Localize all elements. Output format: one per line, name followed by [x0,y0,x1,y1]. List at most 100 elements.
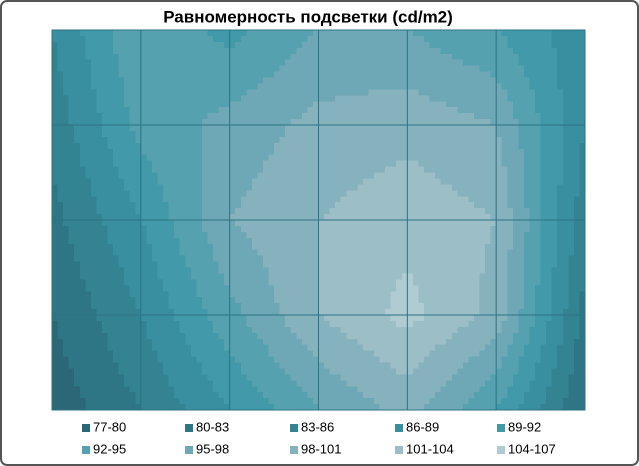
contour-cell [351,291,358,298]
contour-cell [340,119,347,126]
contour-cell [335,95,342,102]
contour-cell [96,83,103,90]
contour-cell [423,261,431,269]
contour-cell [523,107,531,114]
contour-cell [429,95,436,102]
contour-cell [507,47,514,55]
contour-cell [179,95,186,102]
contour-cell [79,374,86,381]
contour-cell [357,53,364,61]
contour-cell [268,202,275,209]
contour-cell [318,178,325,185]
contour-cell [535,285,542,292]
contour-cell [268,136,275,144]
contour-cell [90,178,98,185]
contour-cell [485,303,492,310]
contour-cell [412,249,420,257]
contour-cell [179,89,186,96]
contour-cell [562,273,569,280]
contour-cell [118,35,125,43]
contour-cell [318,237,325,245]
contour-cell [251,154,259,162]
contour-cell [140,291,147,298]
contour-cell [412,130,420,138]
contour-cell [224,350,231,358]
contour-cell [468,237,475,245]
contour-cell [279,237,286,245]
contour-cell [224,214,231,221]
contour-cell [296,214,303,221]
contour-cell [213,125,220,132]
contour-cell [113,303,120,310]
contour-cell [157,243,164,251]
contour-cell [213,136,220,144]
contour-cell [168,142,175,150]
contour-cell [468,249,475,257]
contour-cell [468,261,475,269]
contour-cell [473,184,481,191]
contour-cell [96,404,103,411]
contour-cell [429,83,436,90]
contour-cell [101,208,109,215]
contour-cell [57,184,64,191]
contour-cell [101,101,109,108]
contour-cell [96,184,103,191]
contour-cell [190,160,197,168]
contour-cell [451,172,458,180]
contour-cell [412,208,420,215]
contour-cell [551,166,558,174]
contour-cell [396,71,403,79]
contour-cell [246,267,253,275]
contour-cell [312,41,320,49]
contour-cell [579,178,586,185]
contour-cell [412,303,420,310]
contour-cell [257,47,264,55]
contour-cell [118,309,125,316]
contour-cell [157,107,164,114]
contour-cell [57,261,64,269]
contour-cell [335,125,342,132]
contour-cell [501,101,508,108]
contour-cell [579,71,586,79]
contour-cell [146,356,153,364]
contour-cell [557,249,564,257]
contour-cell [385,142,392,150]
contour-cell [151,344,159,352]
contour-cell [90,214,98,221]
contour-cell [246,160,253,168]
contour-cell [235,273,242,280]
contour-cell [429,77,436,85]
contour-cell [540,77,547,85]
contour-cell [479,297,486,304]
contour-cell [235,53,242,61]
contour-cell [74,202,81,209]
contour-cell [468,59,475,67]
contour-cell [435,237,442,245]
contour-cell [551,208,558,215]
contour-cell [101,166,109,174]
contour-cell [63,208,70,215]
contour-cell [396,113,403,120]
contour-cell [213,130,220,138]
contour-cell [312,273,320,280]
contour-cell [468,119,475,126]
contour-cell [129,95,136,102]
contour-cell [168,53,175,61]
contour-cell [124,350,131,358]
contour-cell [518,172,525,180]
contour-cell [63,107,70,114]
contour-cell [146,309,153,316]
contour-cell [496,291,503,298]
contour-cell [351,279,358,286]
contour-cell [485,95,492,102]
contour-cell [346,160,353,168]
contour-cell [379,243,386,251]
contour-cell [551,119,558,126]
contour-cell [385,220,392,227]
contour-cell [557,297,564,304]
contour-cell [329,166,336,174]
contour-cell [440,255,447,263]
contour-cell [518,231,525,239]
contour-cell [457,237,464,245]
contour-cell [374,184,381,191]
